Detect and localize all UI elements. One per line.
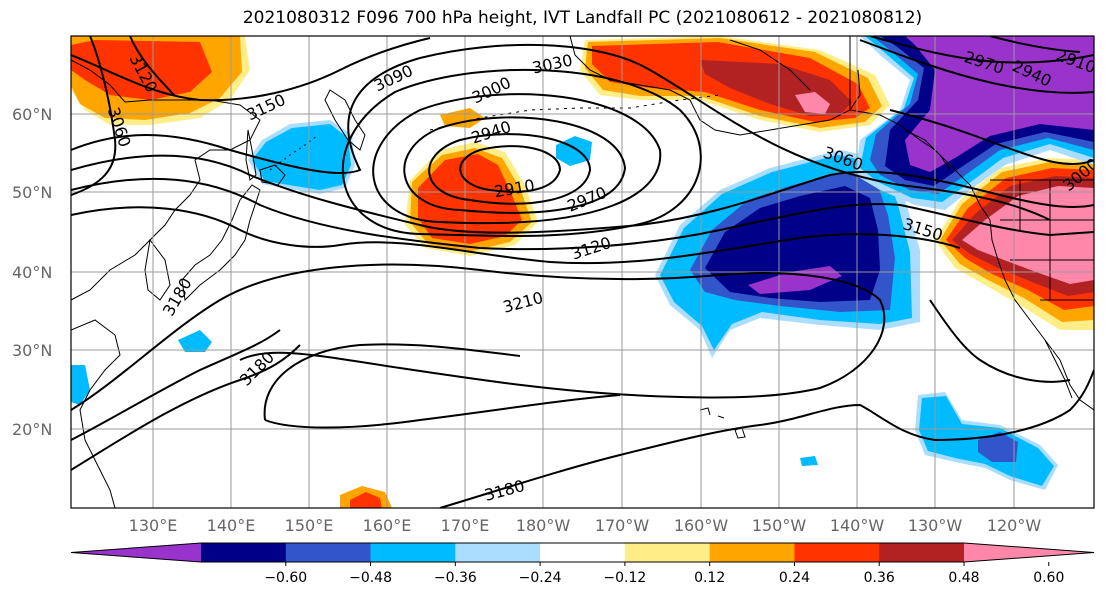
colorbar-tick-label: −0.24 <box>519 570 562 586</box>
colorbar-tick-label: 0.48 <box>948 570 979 586</box>
lon-label: 120°W <box>987 516 1042 535</box>
colorbar-ticks: −0.60 −0.48 −0.36 −0.24 −0.12 0.12 0.24 0.36 0.4… <box>264 562 1064 586</box>
anomaly-negative-hawaii <box>800 392 1058 490</box>
map-title: 2021080312 F096 700 hPa height, IVT Land… <box>242 8 923 28</box>
colorbar-segment <box>370 543 456 562</box>
colorbar-tick-label: −0.12 <box>603 570 646 586</box>
lon-label: 150°E <box>285 516 334 535</box>
colorbar-segment <box>624 543 711 562</box>
coastlines <box>71 36 1094 508</box>
lon-label: 130°E <box>129 516 178 535</box>
colorbar-extend-min <box>71 543 201 562</box>
colorbar-segments <box>70 542 1095 563</box>
anomaly-negative-nepac <box>655 150 920 358</box>
lat-label: 20°N <box>12 420 52 439</box>
colorbar: −0.60 −0.48 −0.36 −0.24 −0.12 0.12 0.24 0.36 0.4… <box>70 542 1095 586</box>
height-contours <box>71 36 1094 508</box>
colorbar-tick-label: 0.24 <box>779 570 810 586</box>
lat-label: 30°N <box>12 341 52 360</box>
colorbar-segment <box>285 543 372 562</box>
colorbar-tick-label: −0.48 <box>349 570 392 586</box>
colorbar-segment <box>709 543 795 562</box>
colorbar-segment <box>540 543 626 562</box>
lon-label: 170°E <box>441 516 490 535</box>
colorbar-segment <box>794 543 880 562</box>
colorbar-extend-max <box>964 543 1094 562</box>
lon-label: 180°W <box>516 516 571 535</box>
anomaly-negative-canada <box>855 36 1094 210</box>
colorbar-tick-label: 0.36 <box>864 570 895 586</box>
colorbar-segment <box>201 543 287 562</box>
lon-label: 170°W <box>595 516 650 535</box>
colorbar-segment <box>879 543 965 562</box>
lat-label: 40°N <box>12 263 52 282</box>
colorbar-tick-label: −0.60 <box>264 570 307 586</box>
colorbar-tick-label: 0.60 <box>1033 570 1064 586</box>
longitude-axis: 130°E 140°E 150°E 160°E 170°E 180°W 170°… <box>129 516 1042 535</box>
colorbar-tick-label: −0.36 <box>434 570 477 586</box>
lon-label: 130°W <box>908 516 963 535</box>
lon-label: 140°W <box>830 516 885 535</box>
latitude-axis: 60°N 50°N 40°N 30°N 20°N <box>12 105 52 439</box>
gridlines <box>71 36 1094 508</box>
colorbar-segment <box>455 543 541 562</box>
colorbar-tick-label: 0.12 <box>694 570 725 586</box>
lon-label: 150°W <box>752 516 807 535</box>
anomaly-positive-alaska <box>580 36 890 132</box>
lat-label: 60°N <box>12 105 52 124</box>
colorbar-outline <box>70 542 1095 563</box>
lon-label: 140°E <box>207 516 256 535</box>
map-frame <box>70 35 1095 509</box>
anomaly-negative-nwpac <box>71 120 592 405</box>
lon-label: 160°E <box>363 516 412 535</box>
lon-label: 160°W <box>674 516 729 535</box>
lat-label: 50°N <box>12 183 52 202</box>
